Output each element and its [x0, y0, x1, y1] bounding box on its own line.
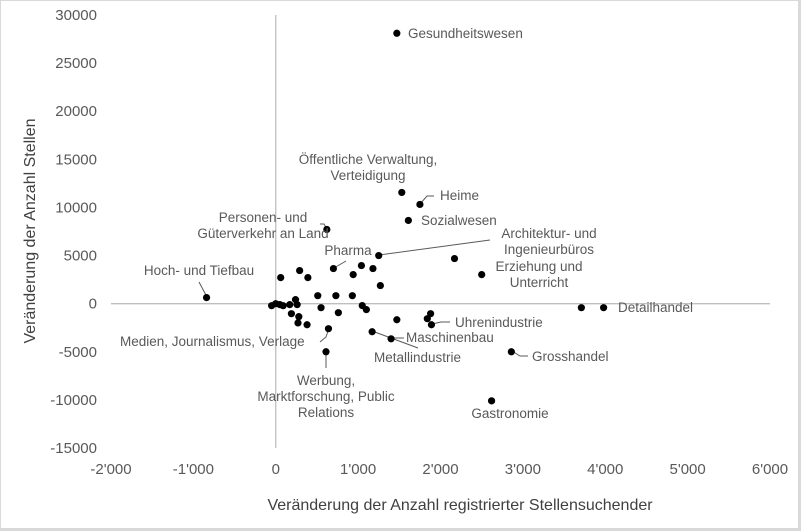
data-point	[368, 328, 376, 336]
data-point	[202, 294, 211, 302]
y-tick-label: 15000	[55, 151, 97, 168]
leader-line	[419, 195, 434, 205]
point-label: Grosshandel	[532, 349, 609, 364]
data-point	[362, 306, 370, 314]
x-axis-title: Veränderung der Anzahl registrierter Ste…	[267, 497, 653, 514]
data-point	[334, 309, 342, 317]
y-tick-label: 5000	[64, 248, 97, 265]
data-point	[404, 216, 412, 225]
y-tick-label: -5000	[59, 344, 97, 361]
data-points	[202, 29, 608, 405]
point-label: Heime	[440, 188, 479, 203]
data-point	[393, 316, 401, 324]
x-tick-label: 5'000	[670, 461, 706, 478]
y-tick-label: 25000	[55, 55, 97, 72]
data-point	[304, 273, 312, 282]
data-point	[357, 261, 366, 270]
data-point	[324, 325, 333, 333]
data-point	[387, 335, 395, 343]
data-point	[393, 29, 401, 37]
x-tick-label: 4'000	[587, 461, 623, 478]
leader-line	[378, 239, 491, 256]
data-point	[322, 348, 330, 356]
data-point	[323, 225, 331, 234]
y-tick-label: 0	[89, 296, 97, 313]
data-point	[450, 254, 459, 263]
data-point	[398, 188, 406, 197]
point-label: Architektur- und Ingenieurbüros	[501, 226, 596, 257]
x-tick-label: 0	[272, 461, 280, 478]
data-point	[416, 200, 424, 209]
data-point	[375, 251, 383, 260]
point-label: Maschinenbau	[406, 330, 494, 345]
data-point	[487, 397, 496, 405]
data-point	[286, 301, 294, 309]
point-label: Sozialwesen	[421, 213, 497, 228]
data-point	[600, 304, 608, 312]
point-label: Gesundheitswesen	[408, 26, 523, 41]
y-tick-label: -10000	[50, 392, 97, 409]
y-tick-label: -15000	[50, 440, 97, 457]
point-label: Uhrenindustrie	[455, 315, 543, 330]
data-point	[293, 301, 301, 309]
data-point	[349, 271, 357, 279]
point-label: Erziehung und Unterricht	[495, 259, 582, 290]
x-tick-label: 2'000	[422, 461, 458, 478]
data-point	[287, 310, 296, 318]
x-tick-label: -1'000	[173, 461, 214, 478]
point-label: Pharma	[324, 243, 372, 258]
data-point	[507, 348, 515, 356]
data-point	[277, 273, 285, 282]
data-point	[478, 271, 486, 279]
x-tick-label: 1'000	[340, 461, 376, 478]
data-point	[329, 264, 338, 273]
x-tick-label: 6'000	[752, 461, 788, 478]
data-point	[303, 321, 311, 329]
point-labels: Gesundheitswesen Öffentliche Verwaltung, V…	[120, 26, 693, 421]
data-point	[279, 302, 287, 310]
axes	[111, 15, 770, 448]
point-label: Metallindustrie	[374, 350, 461, 365]
point-label: Gastronomie	[471, 406, 548, 421]
point-label: Personen- und Güterverkehr an Land	[197, 210, 328, 241]
tick-labels: -2'000 -1'000 0 1'000 2'000 3'000 4'000 5'000 6'…	[50, 7, 788, 478]
data-point	[376, 281, 384, 290]
point-label: Öffentliche Verwaltung, Verteidigung	[299, 152, 438, 183]
data-point	[295, 313, 303, 321]
data-point	[423, 315, 431, 323]
data-point	[296, 266, 304, 275]
y-axis-title: Veränderung der Anzahl Stellen	[22, 118, 39, 343]
leader-line	[371, 330, 419, 349]
x-tick-label: -2'000	[90, 461, 131, 478]
point-label: Detailhandel	[618, 300, 693, 315]
data-point	[369, 264, 377, 273]
x-tick-label: 3'000	[505, 461, 541, 478]
data-point	[332, 292, 340, 300]
data-point	[317, 304, 325, 312]
point-label: Hoch- und Tiefbau	[144, 263, 254, 278]
y-tick-label: 10000	[55, 199, 97, 216]
point-label: Werbung, Marktforschung, Public Relations	[257, 373, 395, 420]
y-tick-label: 30000	[55, 7, 97, 24]
leader-line	[431, 321, 450, 325]
data-point	[348, 292, 356, 300]
data-point	[577, 304, 585, 312]
point-label: Medien, Journalismus, Verlage	[120, 334, 305, 349]
data-point	[427, 321, 436, 329]
y-tick-label: 20000	[55, 103, 97, 120]
data-point	[314, 292, 322, 300]
data-point	[294, 319, 302, 327]
